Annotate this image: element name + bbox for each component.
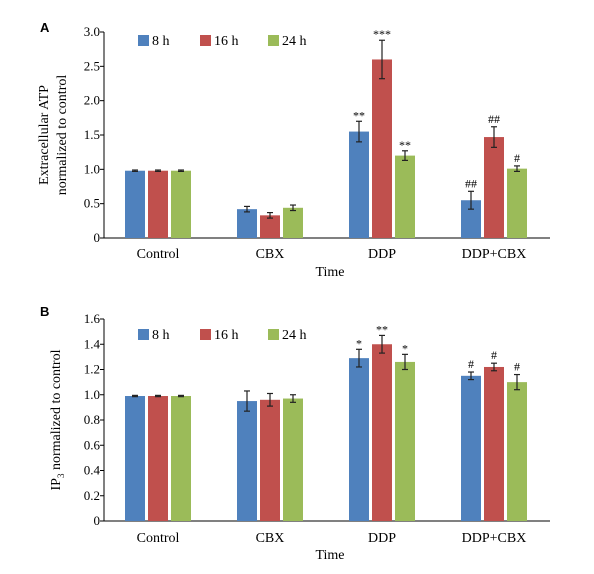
- x-category-label: Control: [137, 247, 180, 262]
- panel-b-xlabel: Time: [315, 548, 344, 563]
- legend-swatch: [268, 35, 279, 46]
- y-tick-label: 1.0: [84, 387, 100, 402]
- significance-label: #: [468, 357, 474, 371]
- panel-b-label: B: [40, 304, 49, 319]
- x-category-label: DDP+CBX: [462, 531, 527, 546]
- legend-swatch: [138, 35, 149, 46]
- y-tick-label: 0: [94, 230, 101, 245]
- bar: [148, 170, 168, 238]
- bar: [461, 200, 481, 238]
- significance-label: **: [399, 138, 411, 152]
- legend-swatch: [138, 329, 149, 340]
- x-category-label: CBX: [256, 247, 285, 262]
- significance-label: ##: [488, 112, 500, 126]
- significance-label: **: [353, 108, 365, 122]
- x-category-label: Control: [137, 531, 180, 546]
- significance-label: #: [491, 348, 497, 362]
- x-category-label: CBX: [256, 531, 285, 546]
- y-tick-label: 0: [94, 513, 101, 528]
- bar: [372, 344, 392, 521]
- bar: [260, 215, 280, 238]
- panel-b: B IP3 normalized to control Time 0 0.2 0.4…: [40, 304, 550, 563]
- panel-b-ylabel-sub: 3: [56, 473, 66, 478]
- bar: [171, 170, 191, 238]
- panel-a-ylabel-line1: Extracellular ATP: [37, 85, 52, 185]
- x-category-label: DDP+CBX: [462, 247, 527, 262]
- legend-label: 8 h: [152, 328, 170, 343]
- y-tick-label: 0.8: [84, 412, 100, 427]
- y-tick-label: 2.5: [84, 58, 100, 73]
- y-tick-label: 2.0: [84, 93, 100, 108]
- panel-b-ylabel-rest: normalized to control: [49, 349, 64, 473]
- panel-a-xlabel: Time: [315, 265, 344, 280]
- bar: [171, 396, 191, 521]
- bar: [349, 358, 369, 521]
- panel-a-ylabel-line2: normalized to control: [55, 75, 70, 196]
- legend-swatch: [200, 329, 211, 340]
- bar: [283, 207, 303, 238]
- bar: [125, 170, 145, 238]
- bar: [507, 168, 527, 238]
- legend-swatch: [268, 329, 279, 340]
- bar: [507, 382, 527, 521]
- significance-label: **: [376, 322, 388, 336]
- x-category-label: DDP: [368, 531, 396, 546]
- bar: [148, 396, 168, 521]
- y-tick-label: 1.4: [84, 336, 101, 351]
- significance-label: ***: [373, 27, 391, 41]
- significance-label: *: [356, 336, 362, 350]
- y-tick-label: 3.0: [84, 24, 100, 39]
- y-tick-label: 1.5: [84, 127, 100, 142]
- y-tick-label: 1.0: [84, 161, 100, 176]
- significance-label: *: [402, 341, 408, 355]
- bar: [484, 137, 504, 238]
- bar: [125, 396, 145, 521]
- y-tick-label: 1.2: [84, 362, 100, 377]
- y-tick-label: 0.5: [84, 196, 100, 211]
- legend-label: 16 h: [214, 328, 239, 343]
- legend-swatch: [200, 35, 211, 46]
- panel-b-ylabel: IP3 normalized to control: [49, 349, 66, 490]
- y-tick-label: 0.6: [84, 437, 101, 452]
- x-category-label: DDP: [368, 247, 396, 262]
- legend-label: 24 h: [282, 34, 307, 49]
- y-tick-label: 1.6: [84, 311, 101, 326]
- bar: [484, 366, 504, 521]
- panel-a: A Extracellular ATP normalized to contro…: [37, 20, 550, 280]
- significance-label: #: [514, 360, 520, 374]
- bar: [237, 401, 257, 521]
- panel-a-label: A: [40, 20, 50, 35]
- significance-label: #: [514, 151, 520, 165]
- significance-label: ##: [465, 176, 477, 190]
- y-tick-label: 0.2: [84, 488, 100, 503]
- bar: [349, 131, 369, 238]
- bar: [461, 375, 481, 521]
- bar: [395, 155, 415, 238]
- bar: [395, 361, 415, 521]
- legend-label: 8 h: [152, 34, 170, 49]
- bar: [372, 59, 392, 238]
- bar: [237, 209, 257, 238]
- panel-b-ylabel-ip: IP: [49, 478, 64, 491]
- bar: [260, 399, 280, 521]
- y-tick-label: 0.4: [84, 463, 101, 478]
- legend-label: 16 h: [214, 34, 239, 49]
- bar: [283, 398, 303, 521]
- legend-label: 24 h: [282, 328, 307, 343]
